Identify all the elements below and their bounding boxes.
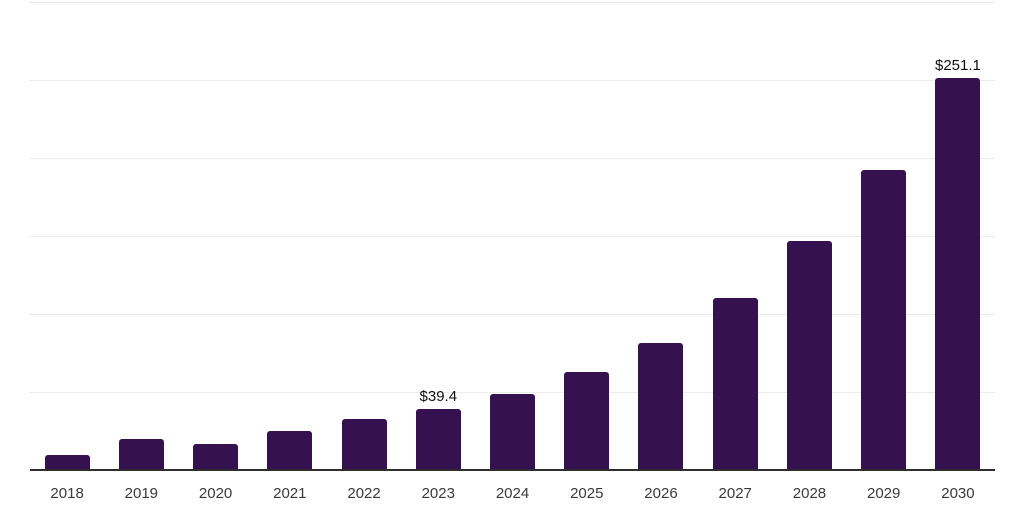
- x-tick-label-2020: 2020: [198, 485, 233, 502]
- bar-2022: [341, 419, 387, 470]
- bar-2027: [712, 298, 758, 470]
- bar-2019: [118, 439, 164, 470]
- gridline: [30, 314, 995, 315]
- x-tick-label-2025: 2025: [570, 485, 604, 502]
- x-tick-label-2028: 2028: [792, 485, 827, 502]
- bar-slot-2026: [624, 2, 698, 470]
- x-tick-label-2024: 2024: [495, 485, 530, 502]
- bar-2030: [935, 78, 981, 470]
- gridline: [30, 236, 995, 237]
- bar-2021: [267, 431, 313, 470]
- bar-slot-2028: [772, 2, 846, 470]
- bar-2025: [564, 372, 610, 470]
- x-axis-line: [30, 469, 995, 471]
- bar-slot-2019: [104, 2, 178, 470]
- bar-slot-2018: [30, 2, 104, 470]
- x-tick-label-2021: 2021: [273, 485, 307, 502]
- x-axis-labels: 2018 2019 2020 2021 2022 2023 2024 2025 2026 2027…: [30, 486, 995, 502]
- bar-2029: [861, 170, 907, 470]
- bar-2024: [490, 394, 536, 470]
- x-tick-label-2018: 2018: [50, 485, 84, 502]
- x-tick-label-2022: 2022: [347, 485, 381, 502]
- bar-slot-2029: [847, 2, 921, 470]
- x-tick-label-2019: 2019: [124, 485, 159, 502]
- bar-slot-2030: $251.1: [921, 2, 995, 470]
- gridline: [30, 158, 995, 159]
- bar-slot-2022: [327, 2, 401, 470]
- bar-2020: [193, 443, 239, 470]
- x-tick-label-2023: 2023: [421, 485, 455, 502]
- bar-slot-2027: [698, 2, 772, 470]
- bar-slot-2021: [253, 2, 327, 470]
- x-tick-label-2030: 2030: [941, 485, 975, 502]
- bar-series: $39.4 $251.1: [30, 2, 995, 470]
- bar-2018: [44, 454, 90, 470]
- bar-2023: [415, 408, 461, 470]
- bar-2026: [638, 343, 684, 470]
- x-tick-label-2029: 2029: [867, 485, 901, 502]
- gridline: [30, 2, 995, 3]
- bar-slot-2024: [475, 2, 549, 470]
- data-label-2030: $251.1: [934, 57, 981, 75]
- bar-slot-2025: [550, 2, 624, 470]
- x-tick-label-2026: 2026: [644, 485, 678, 502]
- gridline: [30, 80, 995, 81]
- data-label-2023: $39.4: [419, 387, 458, 405]
- bar-slot-2023: $39.4: [401, 2, 475, 470]
- bar-slot-2020: [178, 2, 252, 470]
- gridline: [30, 392, 995, 393]
- plot-area: $39.4 $251.1: [30, 2, 995, 470]
- x-tick-label-2027: 2027: [718, 485, 752, 502]
- bar-2028: [786, 241, 832, 470]
